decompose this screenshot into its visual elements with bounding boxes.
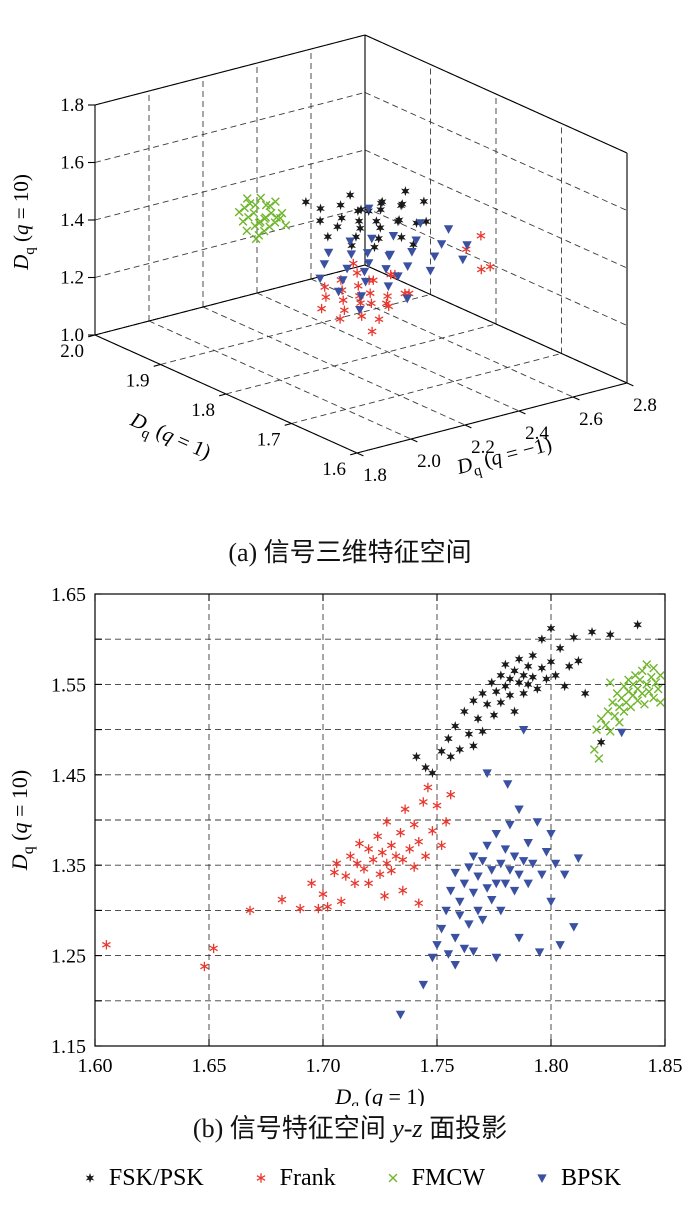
svg-text:2.8: 2.8 [633,395,657,416]
svg-text:1.6: 1.6 [322,459,346,480]
svg-text:1.60: 1.60 [78,1055,113,1077]
svg-text:1.70: 1.70 [306,1055,341,1077]
asterisk-marker-icon [256,1173,266,1183]
legend-item-fmcw: FMCW [382,1165,485,1192]
svg-text:1.25: 1.25 [51,946,86,968]
svg-text:1.80: 1.80 [534,1055,569,1077]
svg-text:2.4: 2.4 [525,423,549,444]
legend-label: Frank [279,1164,336,1191]
svg-text:1.7: 1.7 [257,430,281,451]
svg-text:1.45: 1.45 [51,765,86,787]
svg-text:1.35: 1.35 [51,855,86,877]
z-axis-label: Dq (q = 10) [9,174,38,271]
svg-text:1.8: 1.8 [191,400,215,421]
scatter3d-plot: 1.0 1.2 1.4 1.6 1.8 1.6 1.7 1.8 1.9 2.0 1.8 2.0 2.2 2… [9,34,657,486]
legend-item-bpsk: BPSK [531,1165,621,1192]
svg-text:1.6: 1.6 [60,153,84,174]
legend-label: BPSK [561,1164,622,1191]
hexagram-marker-icon [85,1173,95,1183]
svg-text:2.2: 2.2 [471,437,495,458]
svg-text:2.6: 2.6 [579,409,603,430]
series-bpsk [315,204,472,315]
svg-text:1.15: 1.15 [51,1036,86,1058]
svg-text:1.55: 1.55 [51,674,86,696]
legend: FSK/PSK Frank FMCW BPSK [0,1152,700,1204]
series-frank [101,782,456,972]
svg-text:1.65: 1.65 [51,584,86,606]
grid-3d [94,34,628,454]
axes-box-3d [94,34,628,454]
y-axis-label: Dq (q = 10) [7,770,37,871]
caption-b: (b) 信号特征空间 y-z 面投影 [192,1114,508,1143]
cross-marker-icon [388,1173,398,1183]
svg-text:1.0: 1.0 [60,325,84,346]
svg-text:1.75: 1.75 [420,1055,455,1077]
svg-text:2.0: 2.0 [417,451,441,472]
x-axis-label: Dq (q = −1) [453,431,555,484]
series-fmcw [589,660,665,763]
series-fsk_psk [301,186,431,253]
scatter2d-plot: 1.60 1.65 1.70 1.75 1.80 1.85 1.15 1.25 1.35 1.45… [7,584,683,1106]
legend-label: FMCW [411,1164,486,1191]
grid-2d [95,594,665,1046]
caption-a: (a) 信号三维特征空间 [228,538,472,567]
tick-labels-3d: 1.0 1.2 1.4 1.6 1.8 1.6 1.7 1.8 1.9 2.0 1.8 2.0 2.2 2… [60,95,657,486]
svg-text:1.65: 1.65 [192,1055,227,1077]
svg-text:1.8: 1.8 [60,95,84,116]
svg-text:1.9: 1.9 [126,371,150,392]
tick-labels-2d: 1.60 1.65 1.70 1.75 1.80 1.85 1.15 1.25 1.35 1.45… [51,584,683,1077]
series-fmcw [234,193,291,244]
svg-text:2.0: 2.0 [60,341,84,362]
svg-text:1.8: 1.8 [363,465,387,486]
svg-text:1.85: 1.85 [648,1055,683,1077]
legend-item-frank: Frank [250,1165,336,1192]
legend-item-fsk-psk: FSK/PSK [79,1165,204,1192]
triangle-down-marker-icon [537,1174,547,1183]
svg-text:1.2: 1.2 [60,268,84,289]
series-fsk_psk [412,619,642,778]
x-axis-label: Dq (q = 1) [334,1084,424,1106]
svg-text:1.4: 1.4 [60,210,84,231]
series-bpsk [395,726,627,1020]
legend-label: FSK/PSK [108,1164,204,1191]
